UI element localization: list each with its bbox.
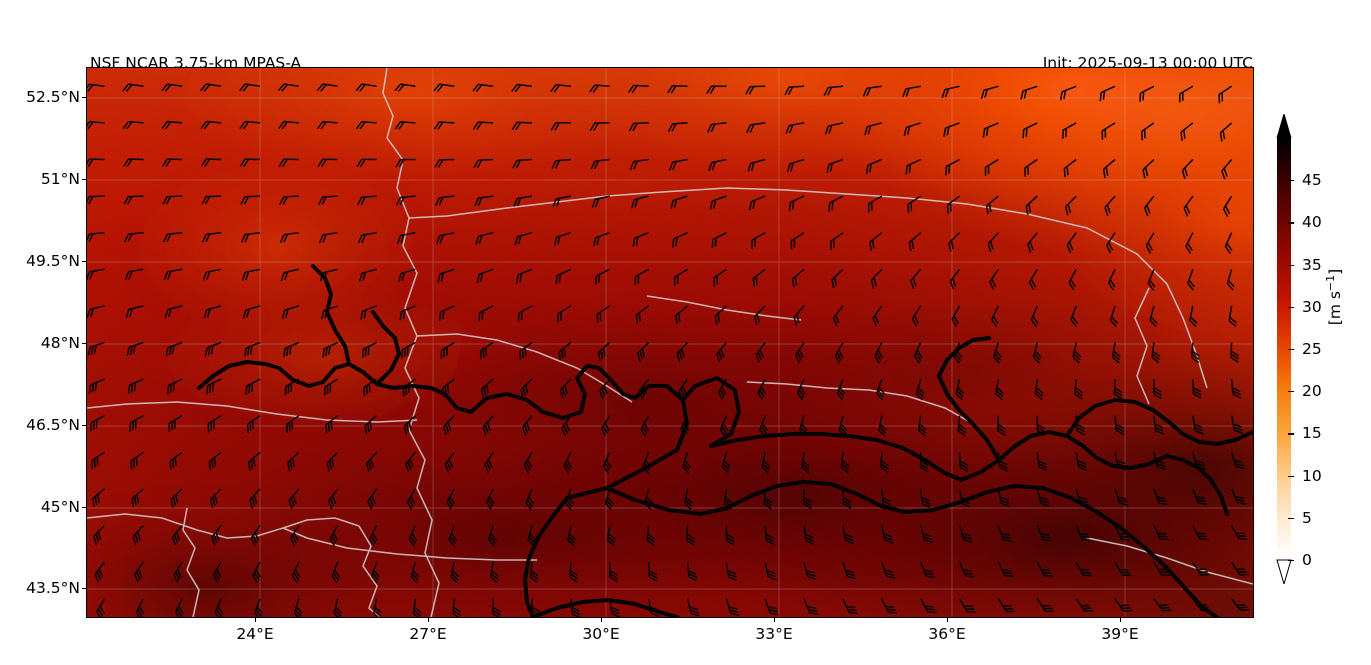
ytick-mark-49-5 (82, 261, 86, 262)
xtick-label-24: 24°E (236, 625, 274, 643)
colorbar-tick-mark-35 (1288, 264, 1294, 266)
xtick-label-33: 33°E (755, 625, 793, 643)
ytick-label-51: 51°N (40, 170, 80, 188)
colorbar-label-prefix: [m s (1326, 291, 1344, 326)
colorbar-tick-mark-20 (1288, 391, 1294, 393)
ytick-label-46-5: 46.5°N (26, 416, 80, 434)
colorbar-gradient (1276, 114, 1292, 584)
xtick-mark-30 (601, 618, 602, 622)
xtick-mark-39 (1120, 618, 1121, 622)
colorbar-tick-label-30: 30 (1302, 297, 1322, 316)
xtick-label-27: 27°E (409, 625, 447, 643)
map-plot-area[interactable] (86, 67, 1254, 618)
colorbar-tick-label-20: 20 (1302, 382, 1322, 401)
colorbar-axis-label: [m s−1] (1323, 268, 1344, 326)
colorbar-tick-label-0: 0 (1302, 551, 1312, 569)
ytick-mark-43-5 (82, 588, 86, 589)
colorbar-tick-label-15: 15 (1302, 424, 1322, 443)
xtick-label-39: 39°E (1101, 625, 1139, 643)
colorbar-tick-mark-30 (1288, 306, 1294, 309)
xtick-label-30: 30°E (582, 625, 620, 643)
colorbar-label-exponent: −1 (1323, 274, 1337, 292)
ytick-mark-52-5 (82, 97, 86, 98)
colorbar-label-suffix: ] (1326, 268, 1344, 275)
colorbar-tick-label-35: 35 (1302, 255, 1322, 274)
ytick-label-48: 48°N (40, 334, 80, 352)
colorbar-tick-mark-10 (1288, 475, 1294, 477)
colorbar-tick-mark-15 (1288, 433, 1294, 435)
ytick-label-52-5: 52.5°N (26, 88, 80, 106)
ytick-mark-51 (82, 179, 86, 180)
colorbar-tick-label-40: 40 (1302, 213, 1322, 232)
colorbar-tick-mark-5 (1288, 517, 1294, 520)
raster-noise-overlay (87, 68, 1253, 617)
colorbar-tick-label-45: 45 (1302, 171, 1322, 190)
xtick-mark-36 (947, 618, 948, 622)
ytick-mark-48 (82, 343, 86, 344)
colorbar-body (1277, 138, 1291, 560)
colorbar-tick-label-5: 5 (1302, 508, 1312, 527)
ytick-label-49-5: 49.5°N (26, 252, 80, 270)
xtick-mark-27 (428, 618, 429, 622)
colorbar[interactable] (1274, 114, 1294, 584)
colorbar-extend-min-arrow (1276, 559, 1292, 584)
colorbar-tick-mark-45 (1288, 180, 1294, 182)
ytick-mark-45 (82, 507, 86, 508)
xtick-mark-33 (774, 618, 775, 622)
colorbar-extend-max-arrow (1277, 114, 1291, 138)
ytick-mark-46-5 (82, 425, 86, 426)
xtick-label-36: 36°E (928, 625, 966, 643)
map-raster-and-overlays (87, 68, 1253, 617)
ytick-label-45: 45°N (40, 498, 80, 516)
colorbar-tick-label-10: 10 (1302, 466, 1322, 485)
colorbar-tick-mark-0 (1288, 560, 1294, 562)
ytick-label-43-5: 43.5°N (26, 579, 80, 597)
colorbar-tick-mark-25 (1288, 349, 1294, 351)
colorbar-tick-mark-40 (1288, 222, 1294, 224)
xtick-mark-24 (255, 618, 256, 622)
colorbar-tick-label-25: 25 (1302, 340, 1322, 358)
